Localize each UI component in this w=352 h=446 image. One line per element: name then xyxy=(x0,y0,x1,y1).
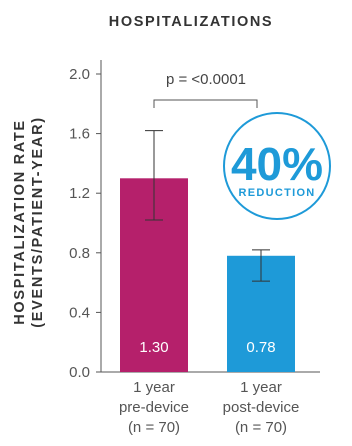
y-axis-ticks: 0.0 0.4 0.8 1.2 1.6 2.0 xyxy=(69,66,101,381)
reduction-callout: 40% REDUCTION xyxy=(223,112,331,220)
x-category-label: (n = 70) xyxy=(235,419,287,436)
bar-value-label: 1.30 xyxy=(139,339,168,356)
x-category-labels: 1 year pre-device (n = 70) 1 year post-devic… xyxy=(119,379,299,436)
y-tick-label: 0.4 xyxy=(69,304,90,321)
x-category-label: post-device xyxy=(223,399,300,416)
y-axis-label: HOSPITALIZATION RATE (EVENTS/PATIENT-YEA… xyxy=(12,116,46,328)
chart-title: HOSPITALIZATIONS xyxy=(109,14,273,30)
x-category-label: (n = 70) xyxy=(128,419,180,436)
y-tick-label: 0.8 xyxy=(69,245,90,262)
x-category-label: 1 year xyxy=(240,379,282,396)
p-value-label: p = <0.0001 xyxy=(166,71,246,88)
x-category-label: 1 year xyxy=(133,379,175,396)
callout-circle xyxy=(223,112,331,220)
callout-percent: 40% xyxy=(231,138,323,190)
y-tick-label: 1.2 xyxy=(69,185,90,202)
y-tick-label: 1.6 xyxy=(69,126,90,143)
bars xyxy=(120,178,295,372)
bar-value-labels: 1.30 0.78 xyxy=(139,339,275,356)
bar-value-label: 0.78 xyxy=(246,339,275,356)
y-tick-label: 2.0 xyxy=(69,66,90,83)
y-axis-label-line1: HOSPITALIZATION RATE xyxy=(12,119,28,325)
significance-bracket: p = <0.0001 xyxy=(153,71,258,108)
y-axis-label-line2: (EVENTS/PATIENT-YEAR) xyxy=(30,116,46,328)
bracket-line xyxy=(153,99,258,108)
y-tick-label: 0.0 xyxy=(69,364,90,381)
error-bars xyxy=(145,130,270,282)
x-category-label: pre-device xyxy=(119,399,189,416)
callout-label: REDUCTION xyxy=(238,187,315,199)
